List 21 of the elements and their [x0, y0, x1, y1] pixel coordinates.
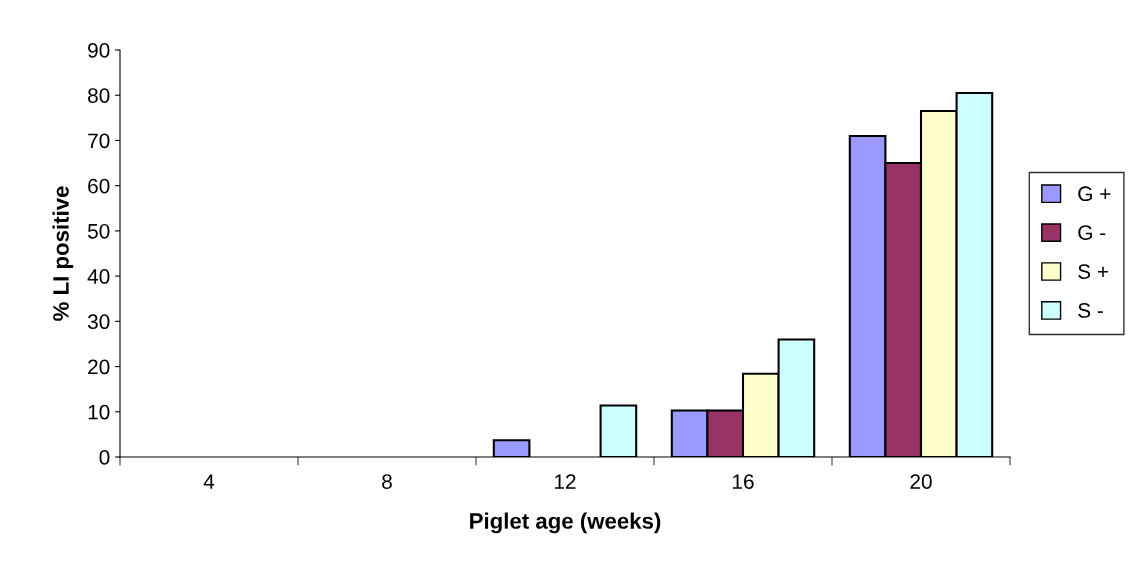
y-tick-label: 10 — [88, 404, 110, 420]
y-tick-label: 90 — [88, 43, 110, 58]
x-tick-label: 20 — [910, 474, 932, 489]
legend-label: S + — [1078, 264, 1109, 279]
y-tick-label: 0 — [99, 450, 110, 465]
y-tick-label: 40 — [87, 269, 110, 284]
legend-label: S - — [1078, 303, 1103, 318]
x-tick-label: 16 — [733, 474, 754, 489]
x-axis-title: Piglet age (weeks) — [470, 512, 661, 534]
y-tick-label: 20 — [88, 359, 110, 375]
legend-label: G + — [1078, 186, 1111, 202]
y-axis-title: % LI positive — [52, 186, 74, 321]
y-tick-label: 70 — [88, 133, 110, 149]
y-tick-label: 60 — [88, 178, 110, 194]
y-tick-label: 80 — [88, 88, 110, 103]
y-tick-label: 50 — [87, 223, 110, 239]
y-tick-label: 30 — [87, 314, 110, 330]
legend-label: G - — [1078, 225, 1106, 241]
x-tick-label: 8 — [382, 474, 392, 489]
x-tick-label: 4 — [203, 474, 215, 489]
x-tick-label: 12 — [555, 474, 576, 489]
